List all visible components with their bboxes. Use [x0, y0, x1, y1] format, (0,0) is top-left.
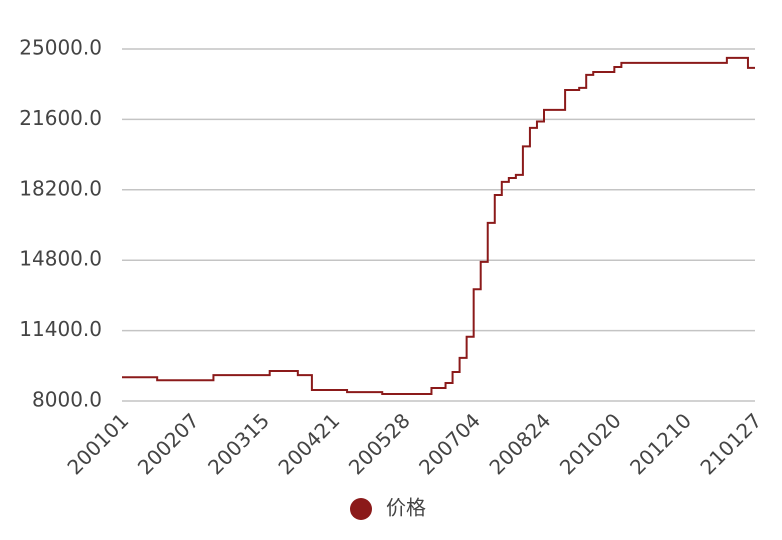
y-tick-label: 11400.0 [19, 317, 102, 341]
x-tick-label: 200101 [62, 408, 133, 479]
y-tick-label: 18200.0 [19, 176, 102, 200]
legend-marker [350, 498, 372, 520]
x-tick-label: 201210 [625, 408, 696, 479]
x-tick-label: 201020 [555, 408, 626, 479]
x-tick-label: 200421 [273, 408, 344, 479]
y-tick-label: 8000.0 [32, 388, 102, 412]
x-tick-label: 200315 [203, 408, 274, 479]
y-tick-label: 25000.0 [19, 36, 102, 60]
y-tick-label: 14800.0 [19, 247, 102, 271]
x-tick-label: 200528 [344, 408, 415, 479]
y-tick-label: 21600.0 [19, 106, 102, 130]
line [122, 56, 755, 395]
x-tick-label: 200704 [414, 408, 485, 479]
x-tick-label: 200824 [484, 408, 555, 479]
legend-label: 价格 [386, 496, 426, 520]
x-tick-label: 200207 [133, 408, 204, 479]
x-tick-label: 210127 [695, 408, 766, 479]
